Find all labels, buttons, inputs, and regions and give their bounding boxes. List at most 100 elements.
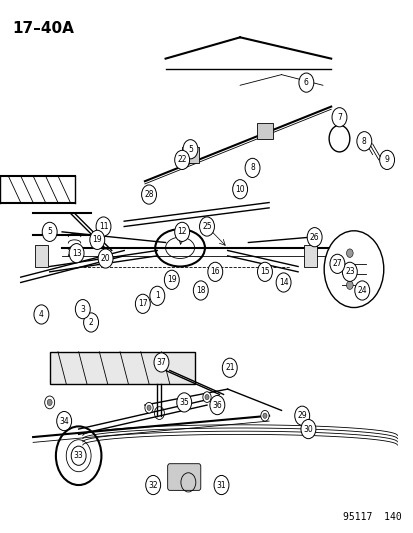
Text: 26: 26 xyxy=(309,233,319,241)
Bar xyxy=(35,245,47,266)
Circle shape xyxy=(354,281,369,300)
Circle shape xyxy=(306,228,321,247)
FancyBboxPatch shape xyxy=(167,464,200,490)
Text: 30: 30 xyxy=(303,425,313,433)
Text: 29: 29 xyxy=(297,411,306,420)
Text: 3: 3 xyxy=(80,305,85,313)
Circle shape xyxy=(96,217,111,236)
Circle shape xyxy=(209,395,224,415)
Circle shape xyxy=(356,132,371,151)
Circle shape xyxy=(98,249,113,268)
Circle shape xyxy=(214,475,228,495)
Text: 35: 35 xyxy=(179,398,189,407)
Circle shape xyxy=(71,446,86,465)
Circle shape xyxy=(202,392,211,402)
Circle shape xyxy=(90,230,104,249)
Text: 17: 17 xyxy=(138,300,147,308)
Text: 95117  140: 95117 140 xyxy=(342,512,401,522)
Circle shape xyxy=(294,406,309,425)
Circle shape xyxy=(174,150,189,169)
Text: 22: 22 xyxy=(177,156,186,164)
Circle shape xyxy=(275,273,290,292)
Circle shape xyxy=(260,410,268,421)
Text: 37: 37 xyxy=(156,358,166,367)
Circle shape xyxy=(232,180,247,199)
Circle shape xyxy=(329,254,344,273)
Circle shape xyxy=(34,305,49,324)
Text: 20: 20 xyxy=(100,254,110,263)
Text: 17–40A: 17–40A xyxy=(12,21,74,36)
Circle shape xyxy=(83,313,98,332)
Text: 9: 9 xyxy=(384,156,389,164)
Bar xyxy=(50,352,194,384)
Circle shape xyxy=(222,358,237,377)
Text: 4: 4 xyxy=(39,310,44,319)
Text: 15: 15 xyxy=(259,268,269,276)
Circle shape xyxy=(298,73,313,92)
Text: 28: 28 xyxy=(144,190,153,199)
Text: 5: 5 xyxy=(188,145,192,154)
Circle shape xyxy=(145,475,160,495)
Text: 33: 33 xyxy=(74,451,83,460)
Text: 12: 12 xyxy=(177,228,186,236)
Text: 7: 7 xyxy=(336,113,341,122)
Circle shape xyxy=(300,419,315,439)
Circle shape xyxy=(379,150,394,169)
Circle shape xyxy=(244,158,259,177)
Circle shape xyxy=(204,394,209,400)
Circle shape xyxy=(69,244,84,263)
Bar xyxy=(304,245,316,266)
Text: 32: 32 xyxy=(148,481,158,489)
Circle shape xyxy=(154,353,169,372)
Text: 19: 19 xyxy=(166,276,176,284)
Circle shape xyxy=(346,281,352,289)
Text: 21: 21 xyxy=(225,364,234,372)
Text: 31: 31 xyxy=(216,481,226,489)
Circle shape xyxy=(147,405,151,410)
Text: 27: 27 xyxy=(332,260,342,268)
Circle shape xyxy=(135,294,150,313)
Circle shape xyxy=(193,281,208,300)
Text: 10: 10 xyxy=(235,185,244,193)
Circle shape xyxy=(323,231,383,308)
Text: 25: 25 xyxy=(202,222,211,231)
Text: 24: 24 xyxy=(356,286,366,295)
Circle shape xyxy=(207,262,222,281)
Circle shape xyxy=(176,393,191,412)
Text: 6: 6 xyxy=(303,78,308,87)
Text: 36: 36 xyxy=(212,401,222,409)
Text: 23: 23 xyxy=(344,268,354,276)
Circle shape xyxy=(164,270,179,289)
Text: 34: 34 xyxy=(59,417,69,425)
Circle shape xyxy=(141,185,156,204)
Text: 11: 11 xyxy=(99,222,108,231)
Text: 8: 8 xyxy=(361,137,366,146)
Bar xyxy=(182,147,198,163)
Circle shape xyxy=(342,262,356,281)
Circle shape xyxy=(174,222,189,241)
Circle shape xyxy=(57,411,71,431)
Circle shape xyxy=(75,300,90,319)
Text: 8: 8 xyxy=(249,164,254,172)
Text: 1: 1 xyxy=(154,292,159,300)
Circle shape xyxy=(331,108,346,127)
Circle shape xyxy=(346,249,352,257)
Text: 2: 2 xyxy=(88,318,93,327)
Text: 18: 18 xyxy=(196,286,205,295)
Circle shape xyxy=(47,399,52,406)
Circle shape xyxy=(199,217,214,236)
Text: 14: 14 xyxy=(278,278,288,287)
Text: 19: 19 xyxy=(92,236,102,244)
Circle shape xyxy=(257,262,272,281)
Circle shape xyxy=(42,222,57,241)
Circle shape xyxy=(346,265,352,273)
Text: 13: 13 xyxy=(71,249,81,257)
Text: 5: 5 xyxy=(47,228,52,236)
Circle shape xyxy=(150,286,164,305)
Bar xyxy=(256,123,273,139)
Circle shape xyxy=(45,396,55,409)
Text: 16: 16 xyxy=(210,268,220,276)
Circle shape xyxy=(145,402,153,413)
Circle shape xyxy=(262,413,266,418)
Circle shape xyxy=(183,140,197,159)
